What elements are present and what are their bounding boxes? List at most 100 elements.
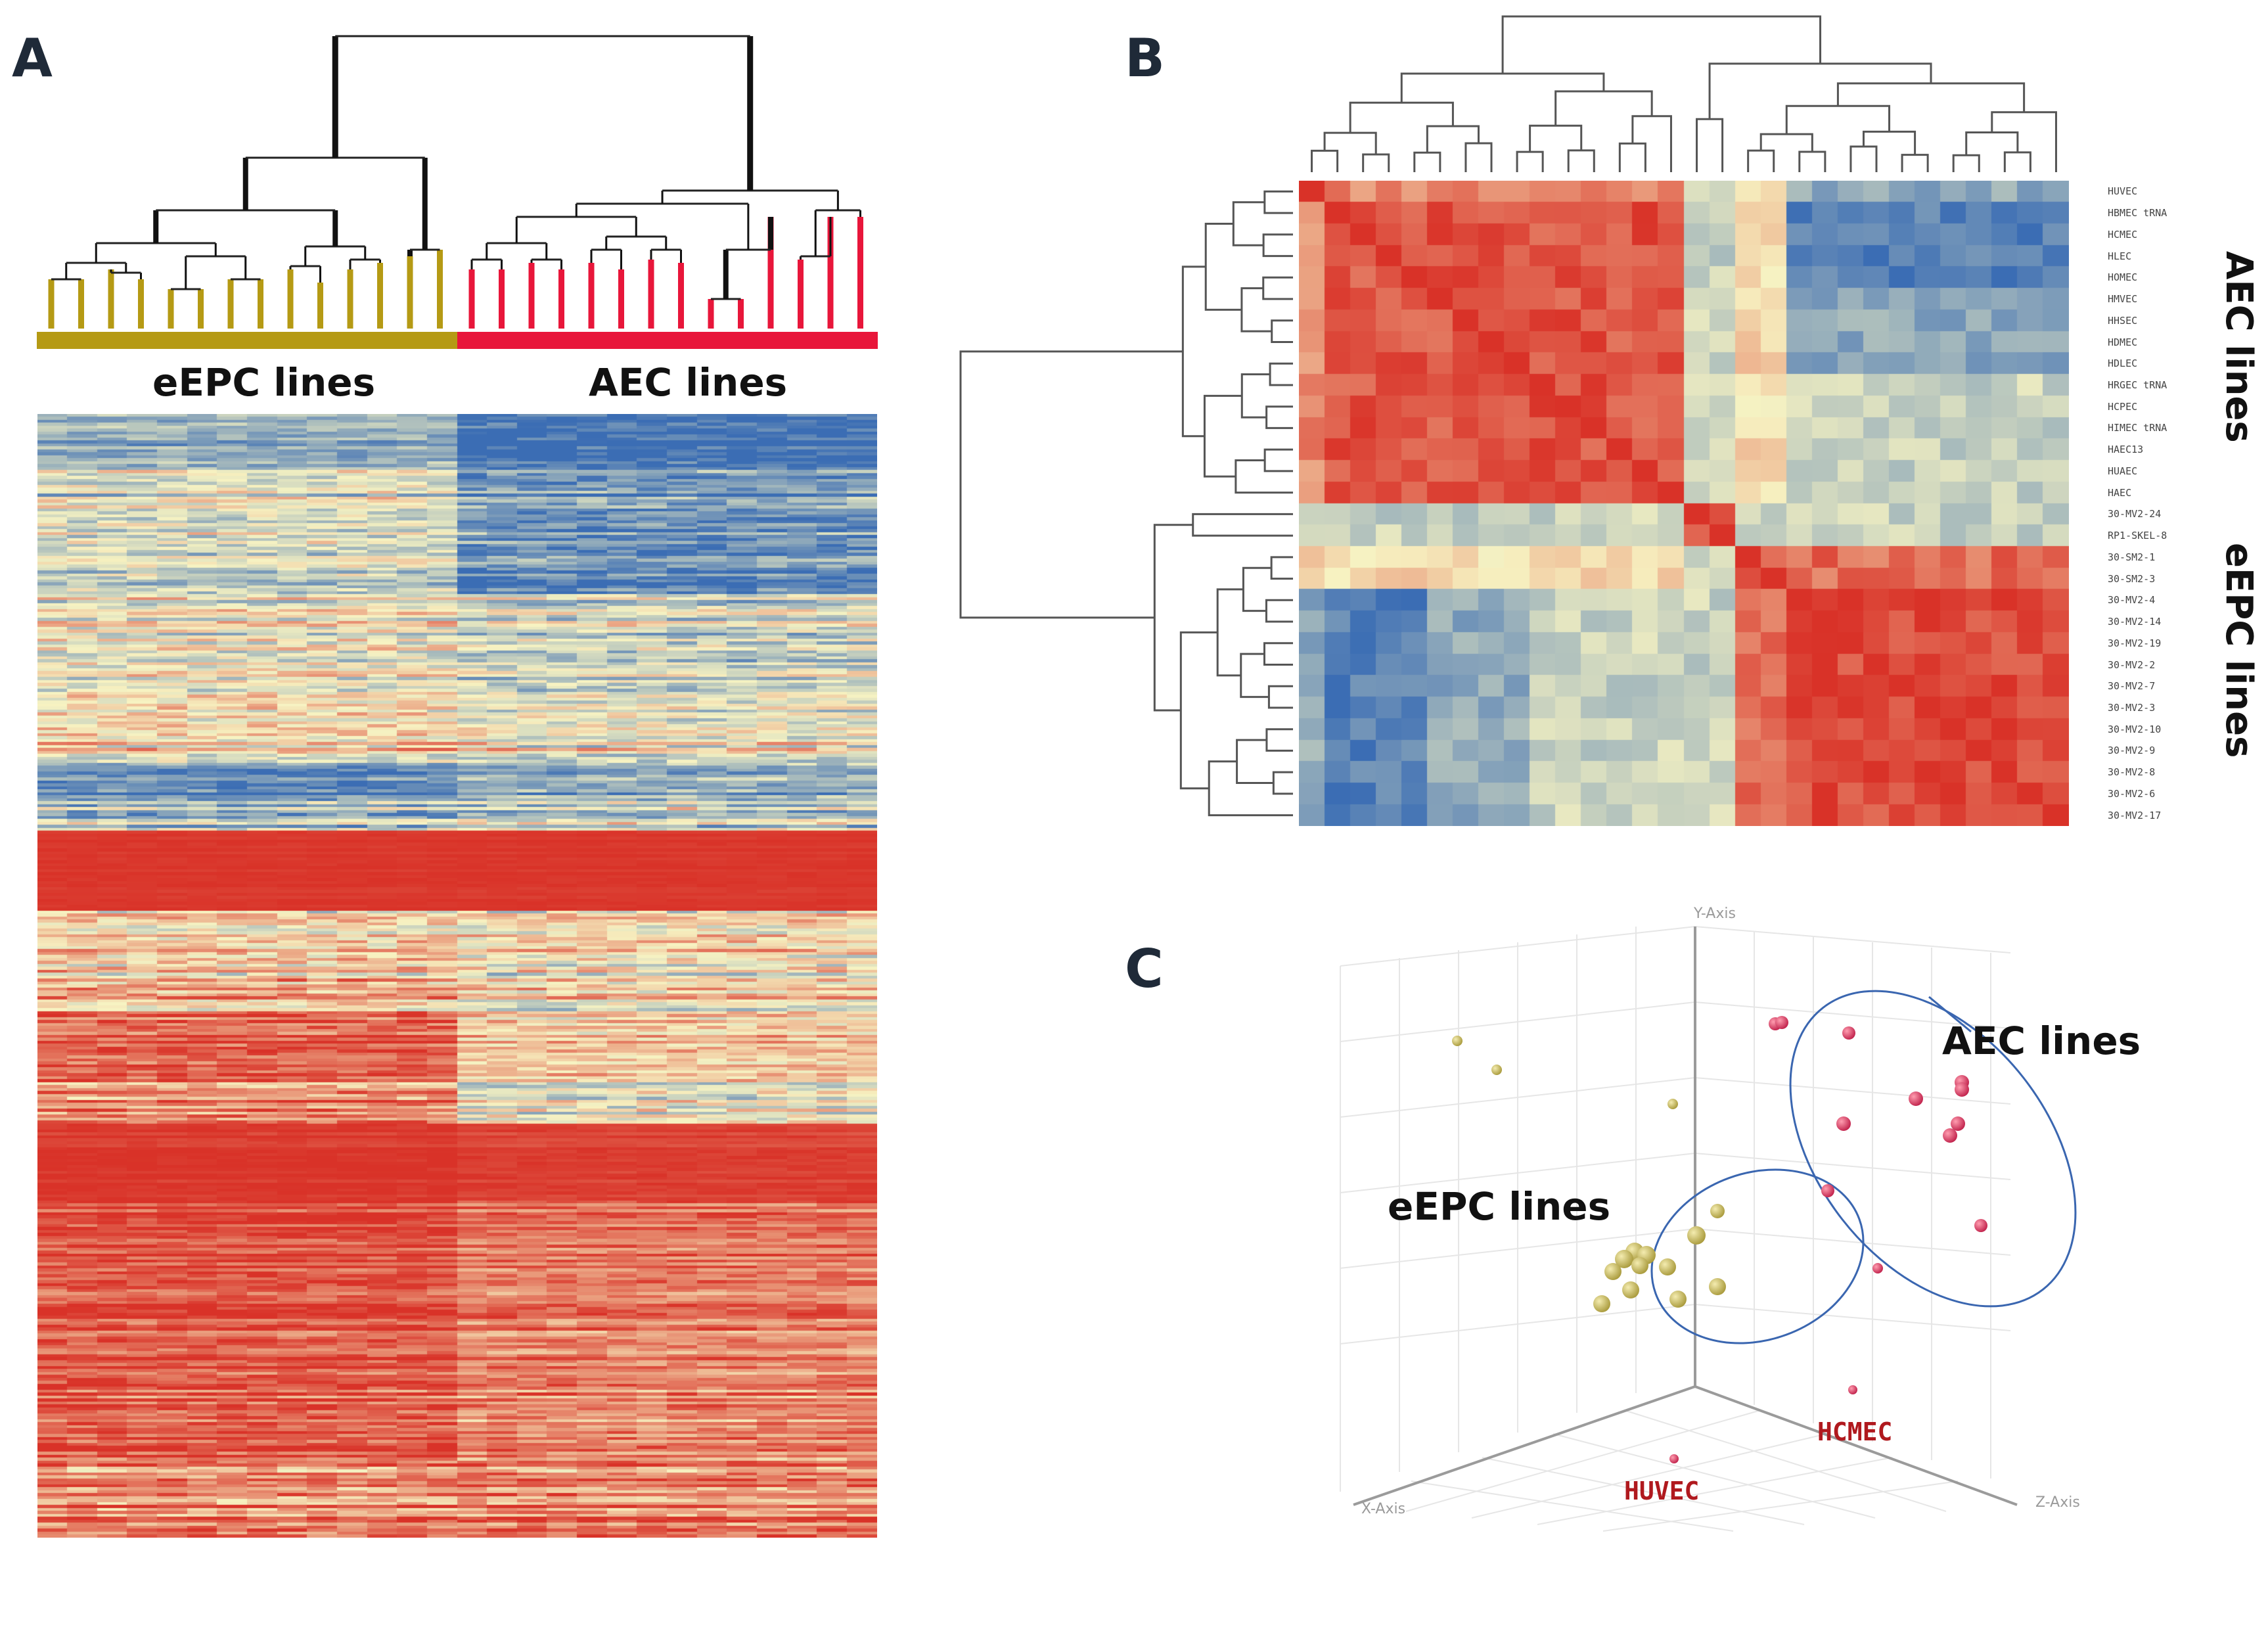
panel-b-left-dendro-link xyxy=(1153,524,1193,712)
panel-c-grid-line xyxy=(1694,1153,2011,1180)
panel-c-grid-line xyxy=(1482,1457,1805,1525)
panel-c-grid-line xyxy=(1537,1457,1893,1525)
hcmec-point-label: HCMEC xyxy=(1817,1417,1893,1446)
panel-b-left-dendro-link xyxy=(1232,201,1265,246)
panel-b-row-label: 30-SM2-1 xyxy=(2108,551,2156,563)
panel-b-row-label: 30-MV2-24 xyxy=(2108,508,2162,520)
panel-c-grid-line xyxy=(1694,1077,2011,1105)
panel-b-row-label: 30-MV2-4 xyxy=(2108,594,2156,607)
eepc-point xyxy=(1709,1278,1726,1295)
panel-a-heatmap xyxy=(37,414,877,1538)
panel-b-top-dendro-link xyxy=(1849,145,1878,172)
panel-c-grid-line xyxy=(1411,1480,1734,1532)
panel-b-row-label: HMVEC xyxy=(2108,293,2138,306)
aec-point xyxy=(1951,1116,1965,1131)
z-axis-label: Z-Axis xyxy=(2035,1494,2080,1511)
aec-point xyxy=(1943,1128,1957,1143)
panel-b-left-dendro-link xyxy=(1240,373,1271,419)
panel-b-row-label: HCMEC xyxy=(2108,228,2138,241)
panel-b-left-dendro-link xyxy=(1208,760,1293,817)
aec-point xyxy=(1872,1263,1883,1273)
aec-leader-line xyxy=(1928,996,1972,1033)
panel-b-row-label: HBMEC tRNA xyxy=(2108,207,2167,219)
panel-b-top-dendro-link xyxy=(1631,115,1672,172)
panel-b-left-dendro-link xyxy=(1204,222,1242,311)
panel-b-left-dendro-link xyxy=(1179,631,1218,790)
panel-b-top-dendro-link xyxy=(1836,82,2026,112)
panel-b-top-dendro-link xyxy=(1785,104,1891,135)
panel-b-row-label: HDLEC xyxy=(2108,357,2138,370)
eepc-point xyxy=(1667,1099,1678,1109)
panel-c-letter: C xyxy=(1125,938,1164,999)
eepc-point xyxy=(1491,1065,1502,1075)
aec-point xyxy=(1974,1219,1987,1232)
eepc-point xyxy=(1593,1295,1610,1312)
panel-a-aec-label: AEC lines xyxy=(589,360,788,405)
eepc-point xyxy=(1604,1263,1622,1280)
panel-c-grid-line xyxy=(1405,1410,1761,1512)
panel-a-eepc-label: eEPC lines xyxy=(152,360,376,405)
aec-point xyxy=(1848,1385,1857,1394)
eepc-point xyxy=(1710,1204,1725,1218)
panel-b-row-label: HAEC xyxy=(2108,486,2132,499)
panel-b-top-dendro-link xyxy=(1311,149,1339,172)
eepc-point xyxy=(1687,1226,1706,1245)
panel-b-row-label: HUVEC xyxy=(2108,185,2138,198)
panel-b-row-label: 30-MV2-2 xyxy=(2108,658,2156,671)
panel-b-left-dendro-link xyxy=(1192,513,1293,537)
panel-b-top-dendro-link xyxy=(1554,90,1653,126)
panel-b-left-dendro-link xyxy=(1267,685,1293,709)
panel-b-row-label: HLEC xyxy=(2108,250,2132,262)
panel-b-row-label: 30-MV2-8 xyxy=(2108,766,2156,779)
panel-b-left-dendro-link xyxy=(1271,319,1293,343)
panel-b-letter: B xyxy=(1125,28,1165,89)
panel-b-row-label: HDMEC xyxy=(2108,336,2138,348)
eepc-point xyxy=(1669,1291,1687,1308)
panel-b-left-dendro-link xyxy=(1269,362,1293,386)
eepc-point xyxy=(1622,1281,1639,1298)
huvec-point-label: HUVEC xyxy=(1624,1477,1700,1505)
panel-b-row-label: 30-MV2-6 xyxy=(2108,787,2156,800)
panel-c-aec-label: AEC lines xyxy=(1942,1019,2141,1063)
panel-b-row-label: 30-MV2-10 xyxy=(2108,723,2162,735)
aec-point xyxy=(1842,1026,1855,1040)
panel-b-top-dendro-link xyxy=(1464,142,1493,172)
panel-b-top-dendro-link xyxy=(1529,124,1583,152)
panel-b-top-dendro-link xyxy=(1798,150,1826,172)
z-axis-line xyxy=(1694,1385,2018,1506)
panel-c-grid-line xyxy=(1694,1304,2011,1331)
panel-b-row-label: HIMEC tRNA xyxy=(2108,422,2167,434)
aec-point xyxy=(1821,1184,1834,1197)
panel-b-row-label: HRGEC tRNA xyxy=(2108,379,2167,391)
eepc-point xyxy=(1631,1257,1648,1274)
y-axis-label: Y-Axis xyxy=(1694,906,1736,922)
panel-b-left-dendro-link xyxy=(1216,588,1244,677)
panel-a-dendrogram xyxy=(48,35,863,329)
panel-b-dendrograms xyxy=(959,15,2057,817)
panel-b-left-dendro-link xyxy=(1263,190,1293,214)
panel-b-row-label: 30-MV2-19 xyxy=(2108,637,2162,649)
panel-c-eepc-label: eEPC lines xyxy=(1388,1184,1611,1229)
panel-b-row-label: HAEC13 xyxy=(2108,444,2144,456)
panel-b-left-dendro-link xyxy=(959,350,1183,619)
panel-b-row-label: 30-MV2-3 xyxy=(2108,701,2156,714)
aec-point xyxy=(1775,1016,1788,1029)
panel-b-row-label: HCPEC xyxy=(2108,400,2138,413)
panel-c-grid-line xyxy=(1694,926,2011,953)
panel-c-grid-line xyxy=(1553,1433,1876,1519)
panel-b-heatmap xyxy=(1299,181,2069,826)
panel-b-row-label: 30-MV2-14 xyxy=(2108,616,2162,628)
aec-cluster-ellipse xyxy=(1789,990,2077,1308)
aec-group-bar xyxy=(457,332,878,349)
panel-b-left-dendro-link xyxy=(1265,405,1293,429)
panel-b-row-label: 30-SM2-3 xyxy=(2108,572,2156,585)
panel-b-row-label: HHSEC xyxy=(2108,314,2138,327)
panel-b-row-label: RP1-SKEL-8 xyxy=(2108,530,2167,542)
panel-b-left-dendro-link xyxy=(1263,448,1293,472)
panel-b-row-label: HUAEC xyxy=(2108,465,2138,477)
aec-point xyxy=(1909,1091,1923,1106)
panel-c-grid-line xyxy=(1623,1410,1947,1512)
panel-c-grid-line xyxy=(1471,1433,1827,1519)
panel-b-left-dendro-link xyxy=(1203,394,1242,478)
